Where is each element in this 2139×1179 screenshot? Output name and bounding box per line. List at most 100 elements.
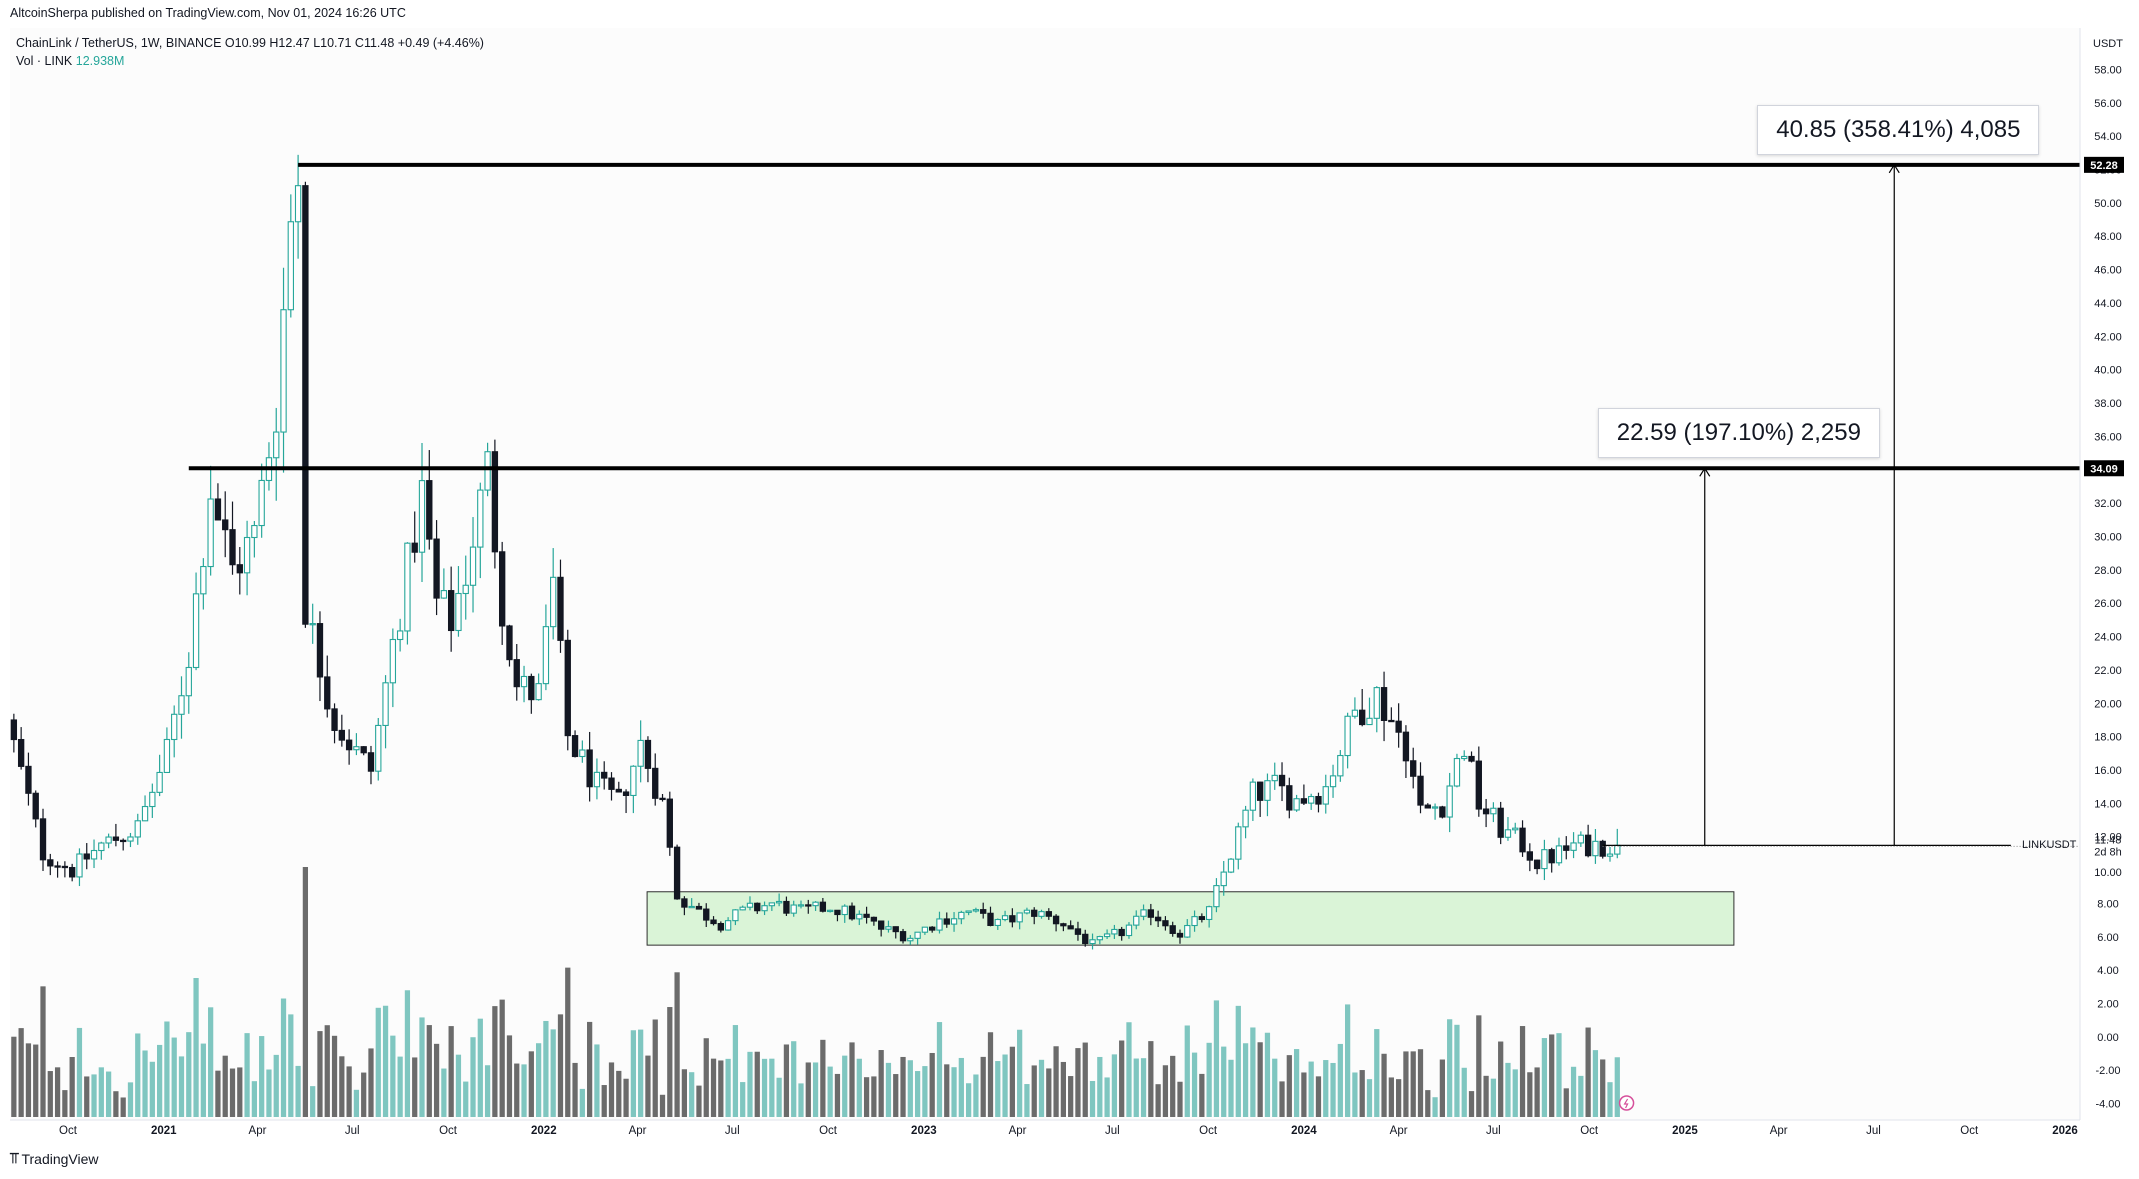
candle	[1198, 913, 1206, 923]
candle-body	[856, 913, 863, 920]
candle-body	[251, 524, 258, 539]
candle	[739, 905, 746, 911]
candle	[994, 918, 1001, 930]
candle-body	[1052, 915, 1060, 925]
candle	[32, 790, 39, 828]
volume-bar	[1549, 1034, 1555, 1117]
volume-bar	[11, 1036, 17, 1117]
y-tick-label: 16.00	[2094, 765, 2122, 777]
candle	[695, 902, 703, 910]
volume-bar	[1454, 1024, 1460, 1117]
candle	[746, 896, 754, 911]
candle-body	[1359, 709, 1366, 726]
volume-legend-label[interactable]: Vol · LINK	[16, 54, 73, 68]
volume-bar	[681, 1069, 688, 1117]
y-tick-label: 58.00	[2094, 64, 2122, 76]
candle-body	[1184, 924, 1191, 938]
x-tick-label: Oct	[59, 1125, 78, 1137]
candle	[805, 899, 812, 914]
candle	[710, 916, 717, 926]
candle	[90, 839, 98, 869]
candle-body	[768, 902, 776, 907]
measurement-label-1[interactable]: 22.59 (197.10%) 2,259	[1597, 408, 1880, 459]
countdown-label: 2d 8h	[2094, 846, 2122, 858]
volume-bar	[499, 999, 505, 1117]
footer-brand[interactable]: ⫪ TradingView	[10, 1150, 99, 1167]
measure-arrowhead-1	[1699, 467, 1711, 477]
volume-bar	[776, 1077, 782, 1117]
candle	[1125, 922, 1133, 939]
candle	[462, 555, 469, 620]
volume-bar	[1374, 1029, 1380, 1117]
candle-body	[863, 913, 870, 918]
measure-arrowhead-2	[1888, 163, 1900, 174]
volume-bar	[1585, 1027, 1591, 1117]
candle-body	[790, 904, 797, 914]
volume-bar	[412, 1057, 418, 1117]
candle	[1504, 817, 1512, 841]
volume-bar	[295, 1065, 301, 1117]
candle-body	[171, 713, 178, 741]
candle-body	[287, 221, 294, 311]
candle	[1052, 914, 1060, 932]
candle	[1286, 777, 1293, 819]
candle-body	[302, 185, 309, 625]
candle-body	[1235, 826, 1242, 860]
demand-zone-rect	[646, 891, 1735, 946]
volume-bar	[718, 1060, 724, 1117]
tv-logo-icon: ⫪	[10, 1150, 19, 1167]
candle	[834, 909, 841, 922]
candle-body	[1490, 807, 1497, 815]
candle	[1439, 805, 1446, 819]
volume-bar	[84, 1076, 90, 1117]
candle	[761, 901, 768, 916]
candle	[316, 611, 324, 702]
candle-body	[1220, 871, 1227, 887]
currency-label: USDT	[2093, 38, 2123, 50]
candle	[280, 267, 287, 473]
volume-bar	[76, 1027, 83, 1117]
volume-bar	[674, 972, 680, 1117]
candle	[1453, 753, 1461, 788]
candle-body	[615, 788, 622, 793]
volume-bar	[1148, 1041, 1154, 1117]
candle-body	[914, 931, 921, 939]
candle	[1461, 750, 1468, 761]
candle	[1322, 774, 1329, 814]
ticker-label: LINKUSDT	[2022, 839, 2077, 851]
volume-bar	[1315, 1076, 1322, 1117]
candle	[1140, 904, 1147, 921]
candle-body	[426, 480, 433, 540]
volume-bar	[208, 1007, 214, 1117]
candle	[863, 906, 870, 924]
measurement-arrows[interactable]	[1602, 163, 2080, 847]
volume-bar	[1344, 1004, 1351, 1117]
volume-bar	[1017, 1029, 1023, 1117]
candle	[1184, 919, 1191, 938]
y-tick-label: 12.00	[2094, 832, 2122, 844]
x-tick-label: Jul	[1105, 1125, 1120, 1137]
x-tick-label: Apr	[629, 1125, 647, 1137]
candle-body	[513, 659, 520, 688]
volume-bar	[1468, 1091, 1475, 1117]
footer-brand-label: TradingView	[21, 1150, 99, 1167]
x-tick-label: Oct	[819, 1125, 838, 1137]
volume-bar	[200, 1043, 206, 1117]
volume-bar	[630, 1030, 636, 1117]
symbol-line[interactable]: ChainLink / TetherUS, 1W, BINANCE	[16, 36, 222, 50]
candle	[294, 154, 302, 259]
y-tick-label: 2.00	[2097, 999, 2118, 1011]
volume-bar	[353, 1089, 360, 1117]
horizontal-levels[interactable]	[188, 162, 2080, 471]
x-tick-label: Jul	[1866, 1125, 1881, 1137]
candle-body	[447, 590, 455, 632]
candle-body	[120, 839, 127, 843]
candle	[229, 501, 236, 575]
candle-body	[411, 542, 418, 553]
candle	[885, 920, 892, 933]
measurement-label-2[interactable]: 40.85 (358.41%) 4,085	[1757, 104, 2040, 155]
candle-body	[710, 919, 717, 925]
volume-bar	[1417, 1049, 1424, 1117]
volume-bar	[1228, 1059, 1234, 1117]
